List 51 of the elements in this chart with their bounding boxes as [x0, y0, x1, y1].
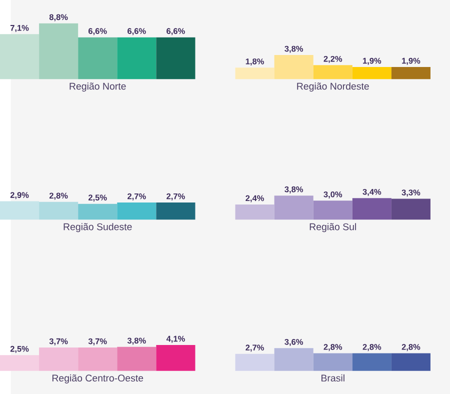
data-label: 3,3%	[402, 189, 420, 196]
data-label: 2,8%	[362, 344, 382, 351]
bar	[352, 198, 392, 220]
text: Região Nordeste	[297, 82, 369, 92]
data-label: 3,8%	[284, 186, 304, 194]
bar	[78, 347, 118, 371]
data-label: 6,6%	[88, 28, 107, 36]
data-label: 3,8%	[284, 46, 304, 53]
bar	[274, 54, 314, 79]
bar	[117, 346, 156, 371]
data-label: 8,8%	[49, 14, 68, 22]
data-label: 1,9%	[402, 58, 420, 65]
data-label: 2,7%	[246, 344, 264, 352]
data-label: 6,6%	[128, 28, 146, 36]
data-label: 7,1%	[10, 24, 29, 32]
data-label: 3,8%	[127, 338, 146, 345]
data-label: 2,7%	[166, 193, 185, 200]
data-label: 2,8%	[49, 192, 68, 200]
data-label: 6,6%	[166, 28, 185, 36]
data-label: 2,8%	[324, 344, 342, 351]
bar	[313, 64, 352, 79]
bar	[313, 200, 352, 220]
bar	[39, 347, 78, 371]
bar	[235, 68, 274, 79]
data-label: 2,9%	[10, 192, 29, 199]
bar	[235, 204, 274, 220]
text: Região Norte	[70, 82, 126, 92]
bar	[0, 354, 40, 371]
data-label: 2,5%	[88, 194, 107, 202]
data-label: 1,9%	[363, 58, 382, 65]
data-label: 2,2%	[324, 56, 342, 63]
data-label: 2,8%	[402, 344, 420, 351]
bar	[352, 66, 392, 79]
data-label: 3,7%	[88, 338, 107, 346]
data-label: 1,8%	[246, 58, 264, 66]
data-label: 2,5%	[10, 346, 29, 353]
data-label: 4,1%	[166, 336, 185, 343]
text: Região Sul	[310, 222, 356, 232]
data-label: 2,7%	[128, 193, 146, 200]
data-label: 2,4%	[246, 195, 264, 202]
data-label: 3,7%	[49, 338, 68, 346]
bar	[274, 195, 314, 220]
data-label: 3,0%	[324, 191, 342, 198]
text: Brasil	[322, 374, 344, 382]
bar	[391, 198, 430, 220]
bar	[156, 344, 196, 371]
text: Região Centro-Oeste	[52, 374, 144, 384]
bar	[391, 66, 430, 79]
data-label: 3,6%	[284, 338, 304, 346]
data-label: 3,4%	[362, 188, 382, 196]
text: Região Sudeste	[64, 222, 132, 232]
